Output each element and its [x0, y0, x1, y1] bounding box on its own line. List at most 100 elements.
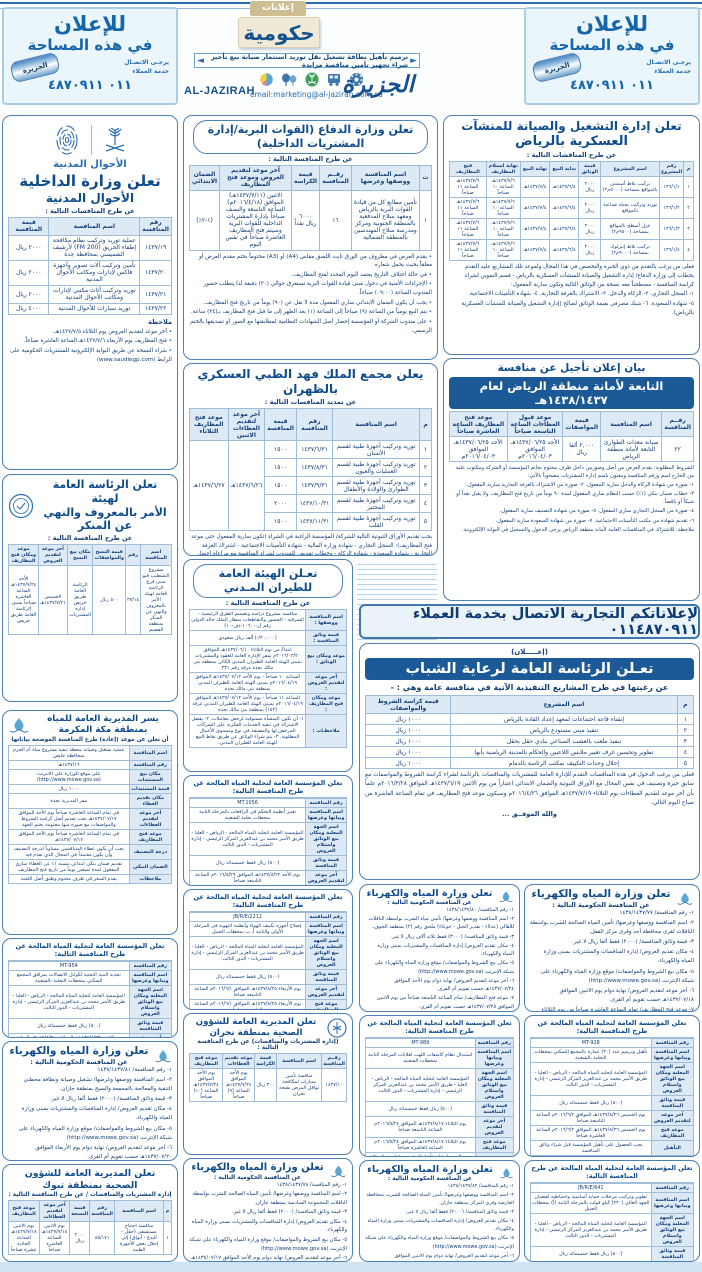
- health-ministry-logo-icon: [327, 1018, 347, 1038]
- table-cell: إحلال وحدات التكييف بمكتب الرئاسة بالدما…: [450, 757, 678, 770]
- table-cell: تركيب بلاط إنترلوك بمساحة (٩٠٠٠م٢): [600, 239, 660, 262]
- ad-subtitle: إدارة المشتريات والمناقصات / عن طرح المن…: [8, 1192, 172, 1199]
- service-icons-row: [236, 71, 386, 87]
- table-cell: ٤: [419, 494, 432, 513]
- data-table: رقــم المنافسة اسم المنافسة قيمة الكراسة مو…: [188, 1053, 347, 1103]
- table-cell: ٣٠٠ ريال: [254, 1068, 277, 1103]
- gov-ads-logo-top: إعلانات: [250, 1, 306, 16]
- kv-label: رقم المنافسة: [128, 961, 173, 972]
- mowe-logo-icon: [499, 1166, 514, 1180]
- table-cell: ١٤٣٧/٧/٤هـ: [519, 218, 551, 241]
- dial-phone-icon: [349, 72, 364, 87]
- tender-details-list: ١- رقم المنافسة/ ١٤٣٨/١٤٣٧/٧٨ ٢- اسم المن…: [189, 1181, 347, 1262]
- table-row: ٢٢ صيانة معدات الطوارئ التابعة لأمانة منط…: [449, 436, 694, 463]
- projects-table: م اسم المشروع قيمة كراسة الشروط والمواصفات…: [364, 695, 695, 770]
- table-cell: توريد سيارات للأحوال المدنية: [48, 302, 141, 315]
- column-header: موعد فتح المظاريف الساعة العاشرة صباحاً: [449, 411, 508, 438]
- kv-value: على موقع الوزارة على الانترنت (http://ww…: [8, 768, 130, 785]
- ad-title: تعلن وزارة الداخلية: [19, 172, 161, 190]
- ad-title: تعلن المؤسسة العامة لتحلية المياه المالح…: [365, 1019, 514, 1038]
- kv-value: (٢٠,٠٠٠/-) ألف ريال سعودي: [188, 629, 307, 646]
- kv-row: مكان بيع المستندات على موقع الوزارة على ا…: [8, 768, 173, 785]
- table-cell: ١٣٦/١/٤: [658, 239, 685, 262]
- kv-row: اسم الجهة المعلنة ومكان بيع الوثائق واست…: [188, 936, 347, 971]
- notes-list: يقدم العرض في مظروف من الورق ثابت اللصق …: [189, 253, 432, 336]
- column-header: قيمة المنافسة: [7, 216, 50, 236]
- closing-line: والله الموفــق ...: [502, 810, 557, 819]
- table-row: ١٤٣٧/١٠ منافسة تأمين سيارات لمكافحة نواقل…: [188, 1068, 347, 1103]
- beach-ball-icon: [259, 72, 274, 87]
- ad-title: يعلن مجمع الملك فهد الطبي العسكري بالظهر…: [197, 367, 424, 396]
- kv-label: موعد فتح المظاريف: [305, 999, 347, 1009]
- kv-label: رقم المنافسة: [650, 1038, 695, 1049]
- column-header: قيمة الكراسة: [290, 164, 321, 191]
- kv-row: قيمة وثائق المنافسة (٥٠٠) ريال فقط خمسمائ…: [365, 1101, 515, 1117]
- details-table: اسم المنافسة ووصفها : منافسة مشروع دراسة …: [188, 608, 347, 748]
- table-cell: ١٠٠٠ ريال: [364, 746, 452, 759]
- table-row: ١ توريد وتركيب أجهزة طبية لقسم الأسنان ١٤٣…: [189, 440, 432, 531]
- table-cell: توريد وتركيب أجهزة طبية لقسم المختبر: [332, 494, 421, 513]
- table-cell: ٦٠٠٠ ريال نقداً: [290, 189, 321, 251]
- column-header: نهاية استلام المظاريف: [485, 161, 521, 178]
- list-item: ١- السجل التجاري. ٢- الزكاة والدخل. ٣- ا…: [468, 291, 694, 298]
- kv-label: رقم المنافسة: [305, 798, 347, 809]
- list-item: ١- صورة من شهادة الزكاة والدخل سارية الم…: [466, 482, 694, 489]
- ad-subtitle: عن طرح المنافسة التالية :: [225, 598, 311, 607]
- mowe-logo-icon: [498, 889, 514, 904]
- table-cell: عزل أسطح بالمواقع بمساحة (٩٥٠٠م٢): [600, 218, 660, 241]
- list-item: ٧- موعد فتح المظاريف/ تمام الساعة العاشر…: [541, 1006, 694, 1012]
- ad-title: تعلن وزارة المياه والكهرباء: [366, 888, 493, 899]
- kv-label: درجة التصنيف: [128, 843, 173, 860]
- details-table: رقم المنافسة JB/R/E/641 اسم المنافسة وبيان…: [530, 1183, 695, 1261]
- arrow-left-icon: ◄: [197, 55, 204, 66]
- table-cell: ٣٧/١٤: [125, 565, 142, 635]
- kv-value: JB/R/E/641: [530, 1183, 652, 1193]
- list-item: ٤- مكان تقديم العروض/ إدارة المنافسات وا…: [377, 942, 514, 958]
- table-cell: ١٤٣٧/٩/٣١: [295, 476, 334, 495]
- kv-value: المؤسسة العامة لتحلية المياه المالحة - ا…: [188, 822, 307, 857]
- kv-row: درجة التصنيف يجب أن يكون عطاء المتنافسين …: [8, 843, 173, 860]
- ad-military-facilities: تعلن إدارة التشغيل والصيانة للمنشآت العس…: [443, 115, 700, 355]
- table-cell: ١: [419, 189, 432, 251]
- ad-defense-ministry: تعلن وزارة الدفاع (القوات البرية/إدارة ا…: [183, 115, 438, 360]
- table-cell: تطوير وتحسين غرف تغيير ملابس اللاعبين وا…: [450, 746, 678, 759]
- ad-subtitle: عن تمديد المنافسات التالية :: [264, 398, 357, 406]
- bus-icon: [326, 72, 342, 87]
- list-item: ٤- مكان تقديم العروض/ إدارة المنافسات وا…: [21, 1106, 172, 1122]
- roll-label: الجزيرة: [21, 60, 49, 75]
- details-table: رقم المنافسة JB/R/E/2212 اسم المنافسة وبيا…: [188, 912, 347, 1009]
- table-row: ١ منافسة احتياج مستشفى (حقل - البدع - أبو…: [8, 1221, 172, 1256]
- table-cell: ٤٠٠٠ ريال: [7, 302, 50, 315]
- column-header: قيمة النسخ والمواصفات: [92, 544, 127, 566]
- table-cell: صيانة معدات الطوارئ التابعة لأمانة منطقة…: [600, 436, 663, 463]
- list-item: ٣- خطاب ضمان بنكي (١٪) حسب النظام ساري ا…: [456, 491, 694, 506]
- trees-icon: [281, 72, 298, 87]
- brand-latin: AL-JAZIRAH: [184, 85, 255, 97]
- data-table: م اسم المشروع قيمة كراسة الشروط والمواصفات…: [364, 695, 695, 770]
- details-table: رقم المنافسة MT-928 اسم المنافسة وبيانها و…: [530, 1038, 695, 1156]
- ad-civil-affairs: الأحوال المدنية تعلن وزارة الداخلية الأح…: [2, 115, 178, 470]
- table-row: ٤ ١٣٦/١/٤ تركيب بلاط إنترلوك بمساحة (٩٠٠٠م…: [449, 239, 694, 262]
- kv-label: آخر موعد لتقديم العروض: [305, 870, 347, 885]
- kv-value: يوم الخميس ١٤٣٧/٨/٢٦هـ الموافق ٢٠١٦/٦/٢م…: [530, 1125, 652, 1142]
- kv-value: MT-928: [530, 1038, 652, 1049]
- ad-mowe-82: تعلن وزارة المياه والكهرباء عن المنافسة …: [359, 1160, 520, 1262]
- kv-row: آخر موعد لتقديم العروض : الساعة ١٠ صباحاً…: [188, 671, 347, 694]
- table-cell: ٢,٠٠٠ ألفا ريال: [562, 436, 602, 463]
- ad-title-bar: التابعة لأمانة منطقة الرياض لعام ١٤٣٨/١٤…: [449, 377, 694, 410]
- kv-row: آخر موعد لتقديم العروض يوم الخميس ١٤٣٧/٨/…: [530, 1110, 695, 1127]
- kv-row: رقم المنافسة ١٤٣٧/١٦هـ: [8, 759, 173, 770]
- kv-value: الساعة ١١ صباحاً - يوم الأحد ١٤٣٧/٠٧/١٢ه…: [188, 692, 307, 715]
- list-item: ٥- مكان بيع الشروط والمواصفات/ موقع وزار…: [374, 960, 514, 975]
- table-cell: تأمين مطابع كل من قيادة القوات البرية با…: [350, 189, 421, 251]
- kv-row: اسم الجهة المعلنة ومكان بيع الوثائق واست…: [8, 985, 173, 1020]
- kv-label: ملاحظات: [128, 873, 173, 884]
- table-cell: ٣: [676, 735, 695, 748]
- table-cell: ٢٢: [661, 436, 694, 463]
- kv-label: قيمة وثائق المنافسة: [305, 969, 347, 986]
- kv-row: آخر موعد لتقديم العطاءات في تمام الساعة ا…: [8, 807, 173, 830]
- kv-value: تأهيل وترميم عدد (٣٠) عمارة بالمجمع السك…: [530, 1047, 652, 1064]
- table-cell: ١٤٣٧/٧/٦هـ الساعة ١١ صباحاً: [449, 218, 487, 241]
